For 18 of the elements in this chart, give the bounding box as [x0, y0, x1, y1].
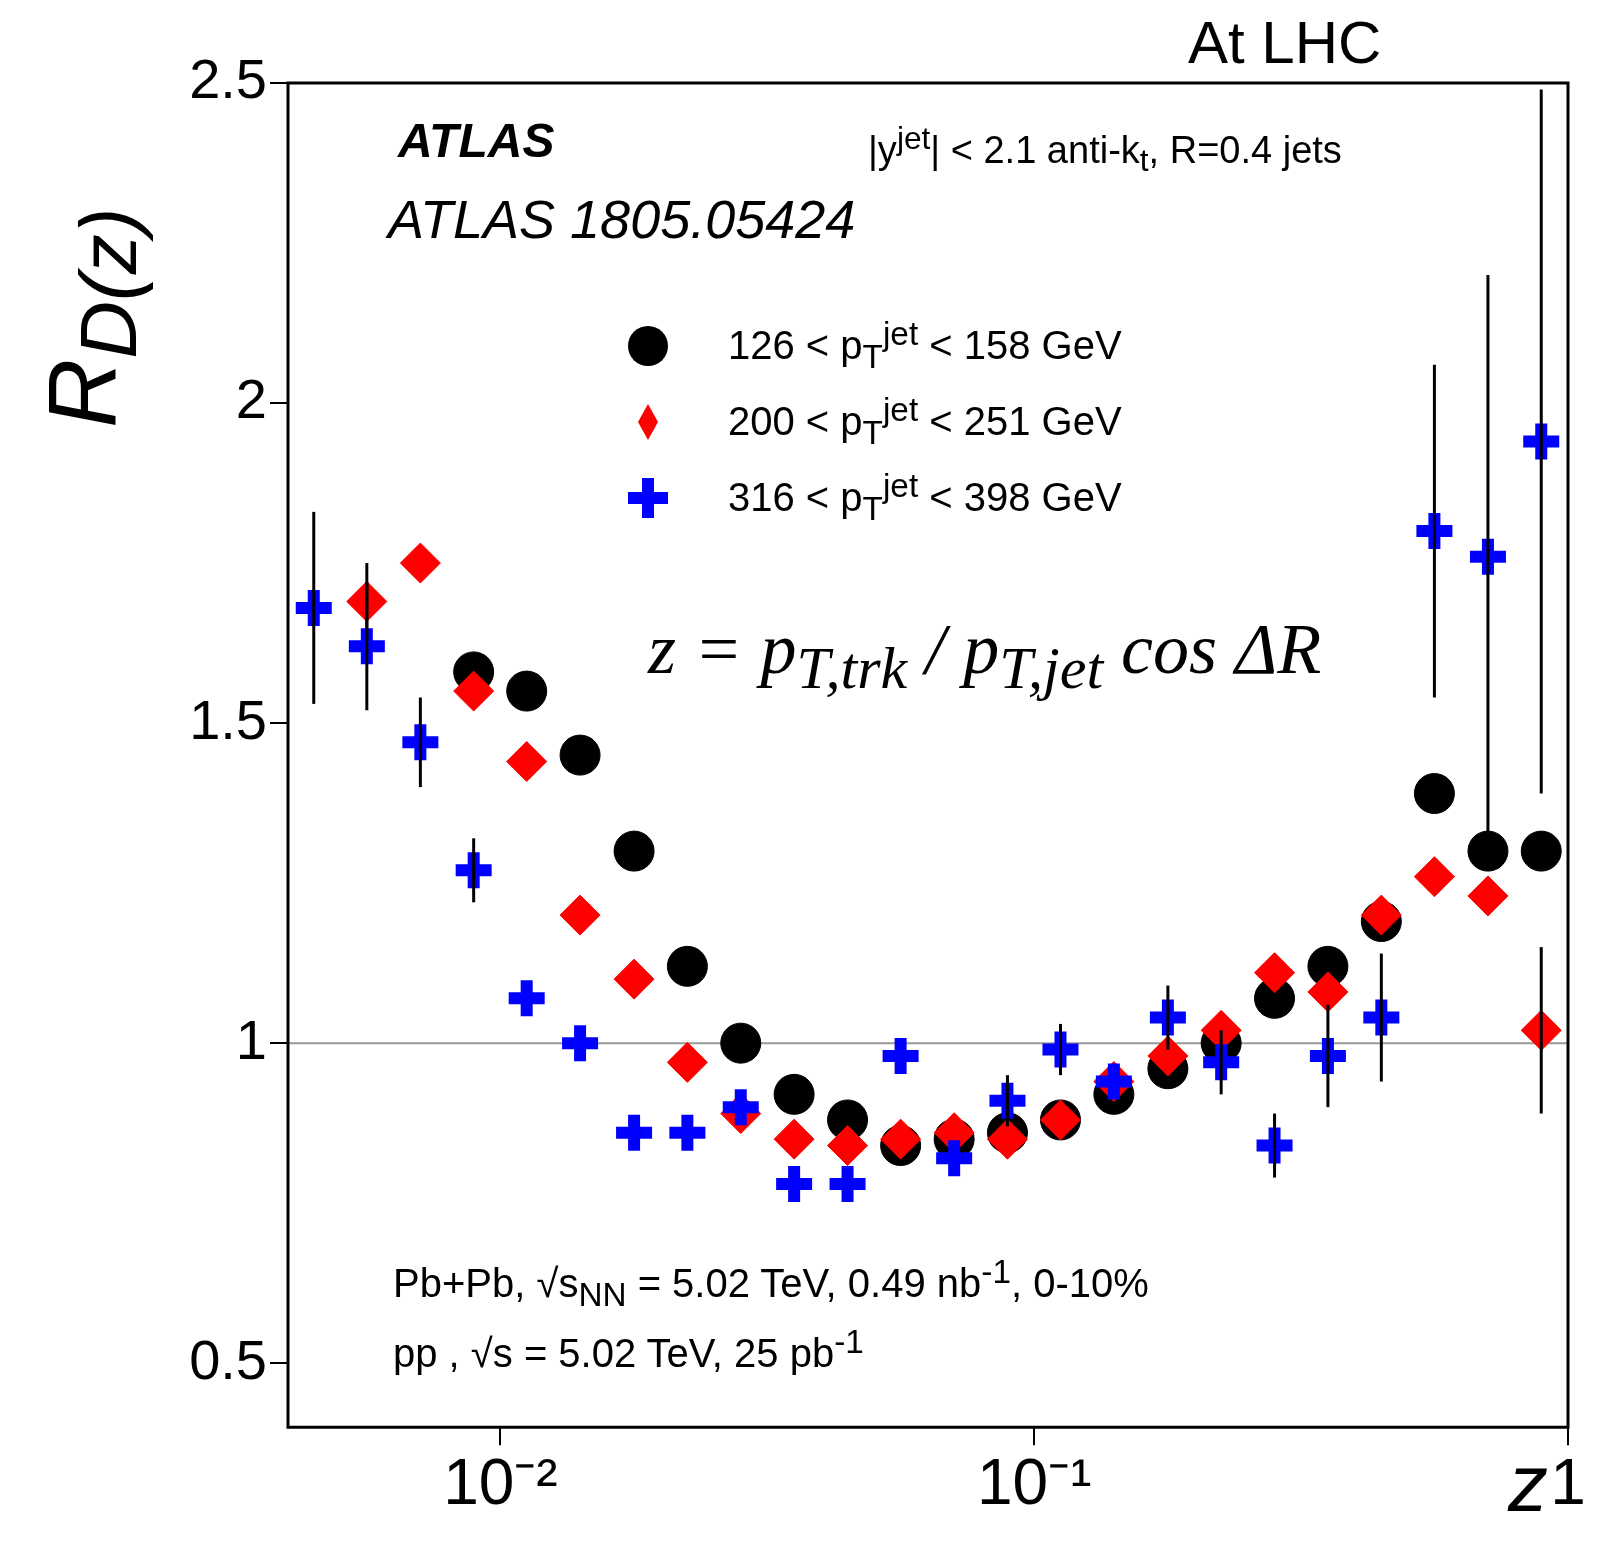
- y-tick-label: 1: [235, 1007, 267, 1071]
- legend-label: 126 < p$_{T}$$^{jet}$ < 158 GeV: [728, 315, 1122, 377]
- x-axis-title: z: [1508, 1438, 1548, 1530]
- annotation: |y$^{jet}$| < 2.1 anti-k$_{t}$, R=0.4 jets: [868, 120, 1342, 180]
- x-tick-label: 10⁻²: [443, 1446, 558, 1519]
- y-tick-label: 2.5: [189, 47, 267, 111]
- x-tick-label: 1: [1550, 1446, 1586, 1519]
- legend-label: 316 < p$_{T}$$^{jet}$ < 398 GeV: [728, 467, 1122, 529]
- annotation: pp , √s = 5.02 TeV, 25 pb$^{-1}$: [393, 1323, 864, 1377]
- annotation: z = p$_{T,trk}$ / p$_{T,jet}$ cos ΔR: [648, 608, 1322, 704]
- legend-label: 200 < p$_{T}$$^{jet}$ < 251 GeV: [728, 391, 1122, 453]
- x-tick-label: 10⁻¹: [976, 1446, 1092, 1519]
- y-tick-label: 1.5: [189, 687, 267, 751]
- annotation: Pb+Pb, √s$_{NN}$ = 5.02 TeV, 0.49 nb$^{-1}$, 0-10%: [393, 1253, 1149, 1315]
- text: At LHC: [1188, 8, 1382, 77]
- annotation: ATLAS: [398, 113, 555, 168]
- y-tick-label: 2: [235, 367, 267, 431]
- y-tick-label: 0.5: [189, 1327, 267, 1391]
